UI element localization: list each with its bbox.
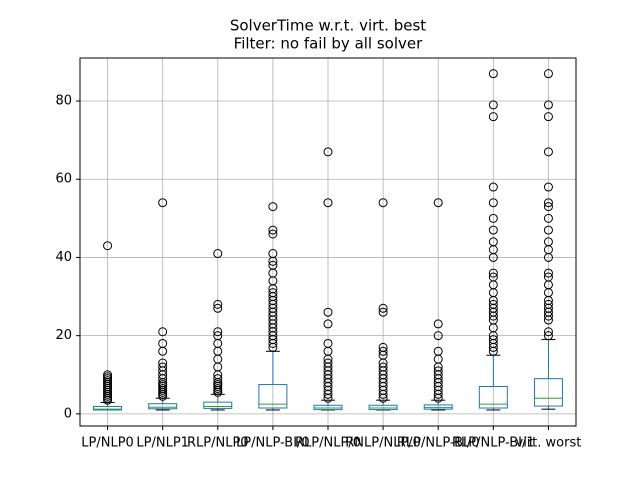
flier [158, 338, 168, 348]
flier [158, 362, 168, 372]
box [533, 378, 563, 407]
flier [488, 112, 498, 122]
flier [268, 202, 278, 212]
flier [488, 69, 498, 79]
flier [543, 268, 553, 278]
flier [433, 198, 443, 208]
box [93, 405, 123, 411]
y-tick-label: 20 [55, 328, 72, 343]
flier [268, 288, 278, 298]
flier [543, 202, 553, 212]
flier [213, 374, 223, 384]
flier [158, 198, 168, 208]
flier [213, 331, 223, 341]
flier [103, 241, 113, 251]
x-tick-label: virt. worst [516, 436, 582, 451]
x-tick-label: RNLP/NLP/0 [345, 436, 421, 451]
box [148, 403, 178, 410]
flier [378, 342, 388, 352]
flier [378, 346, 388, 356]
box [423, 404, 453, 410]
flier [543, 198, 553, 208]
flier [323, 338, 333, 348]
flier [543, 225, 553, 235]
box [478, 386, 508, 409]
flier [488, 100, 498, 110]
flier [213, 299, 223, 309]
flier [543, 272, 553, 282]
flier [268, 225, 278, 235]
flier [543, 112, 553, 122]
flier [433, 346, 443, 356]
flier [323, 147, 333, 157]
flier [378, 307, 388, 317]
flier [488, 225, 498, 235]
flier [378, 362, 388, 372]
chart-title: SolverTime w.r.t. virt. best [230, 17, 426, 35]
flier [488, 268, 498, 278]
box [258, 384, 288, 409]
flier [488, 237, 498, 247]
flier [378, 198, 388, 208]
flier [268, 249, 278, 259]
flier [488, 198, 498, 208]
flier [543, 100, 553, 110]
flier [488, 182, 498, 192]
flier [158, 358, 168, 368]
flier [213, 303, 223, 313]
chart-subtitle: Filter: no fail by all solver [234, 35, 423, 53]
flier [543, 331, 553, 341]
flier [543, 327, 553, 337]
flier [543, 69, 553, 79]
x-tick-label: LP/NLP1 [136, 436, 189, 451]
y-tick-label: 0 [64, 406, 72, 421]
x-tick-label: RLP/NLP0 [187, 436, 249, 451]
flier [323, 319, 333, 329]
flier [213, 327, 223, 337]
flier [323, 358, 333, 368]
y-tick-label: 40 [55, 250, 72, 265]
flier [158, 327, 168, 337]
y-tick-label: 60 [55, 172, 72, 187]
flier [378, 303, 388, 313]
x-tick-label: RLP/NLP/0 [295, 436, 361, 451]
flier [433, 319, 443, 329]
flier [268, 229, 278, 239]
flier [543, 299, 553, 309]
flier [488, 213, 498, 223]
x-tick-label: LP/NLP0 [81, 436, 134, 451]
flier [433, 331, 443, 341]
plot-frame [79, 57, 577, 427]
flier [543, 213, 553, 223]
box [313, 404, 343, 411]
flier [433, 366, 443, 376]
box [203, 401, 233, 409]
flier [268, 260, 278, 270]
flier [543, 182, 553, 192]
x-tick-label: RLP/NLP-BI/1 [452, 436, 535, 451]
flier [488, 335, 498, 345]
flier [323, 307, 333, 317]
flier [103, 370, 113, 380]
y-tick-label: 80 [55, 94, 72, 109]
x-tick-label: LP/NLP-BI/0 [236, 436, 310, 451]
flier [488, 272, 498, 282]
flier [543, 237, 553, 247]
flier [213, 249, 223, 259]
x-tick-label: RLP/NLP-BI/0 [397, 436, 480, 451]
box [368, 404, 398, 411]
flier [488, 299, 498, 309]
flier [543, 147, 553, 157]
flier [323, 198, 333, 208]
